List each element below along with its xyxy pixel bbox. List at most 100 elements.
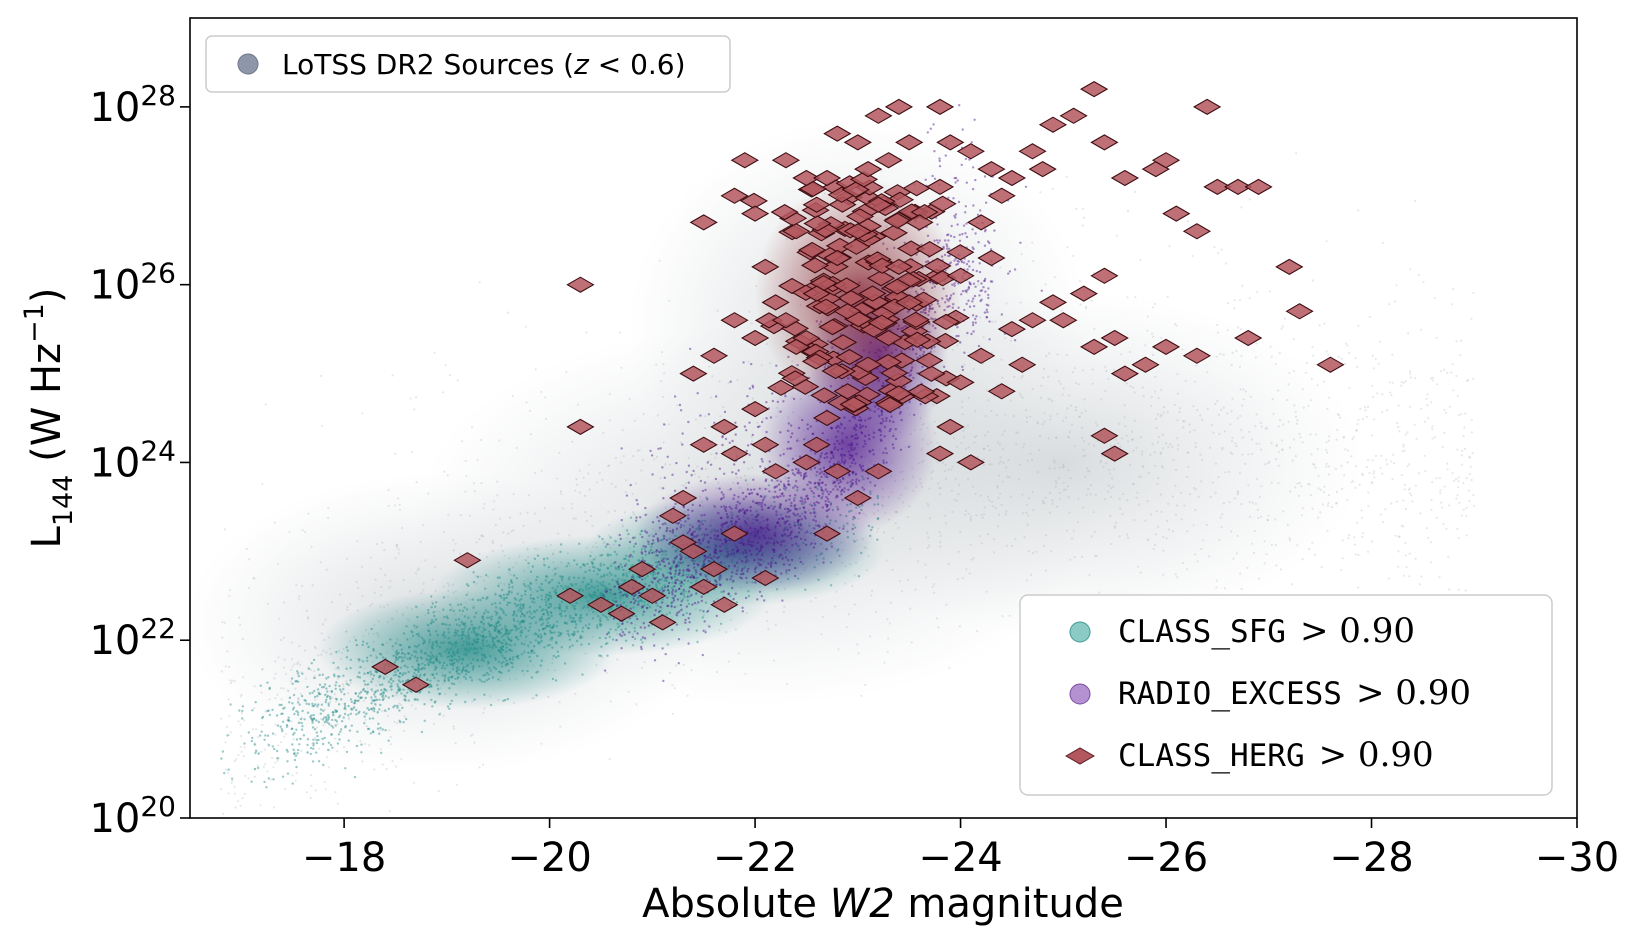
- sfg-source-dot: [266, 734, 270, 737]
- lotss-source-dot: [1256, 508, 1259, 511]
- lotss-source-dot: [1281, 448, 1284, 451]
- sfg-source-dot: [447, 679, 451, 682]
- sfg-source-dot: [570, 633, 574, 636]
- lotss-source-dot: [954, 477, 957, 480]
- lotss-source-dot: [1277, 425, 1280, 428]
- lotss-source-dot: [559, 725, 562, 728]
- sfg-source-dot: [654, 572, 657, 575]
- lotss-source-dot: [1108, 472, 1111, 475]
- lotss-source-dot: [625, 479, 628, 482]
- lotss-source-dot: [1351, 437, 1354, 441]
- sfg-source-dot: [297, 721, 301, 724]
- lotss-source-dot: [1073, 556, 1076, 559]
- lotss-source-dot: [1186, 220, 1190, 223]
- lotss-source-dot: [809, 600, 813, 603]
- sfg-source-dot: [561, 575, 565, 578]
- lotss-source-dot: [1090, 535, 1093, 538]
- sfg-source-dot: [415, 668, 418, 671]
- lotss-source-dot: [1088, 573, 1091, 577]
- sfg-source-dot: [485, 679, 488, 682]
- sfg-source-dot: [391, 694, 395, 698]
- lotss-source-dot: [1322, 491, 1325, 494]
- sfg-source-dot: [279, 725, 282, 728]
- lotss-source-dot: [769, 362, 772, 365]
- lotss-source-dot: [976, 456, 980, 459]
- sfg-source-dot: [548, 591, 552, 594]
- sfg-source-dot: [581, 589, 585, 592]
- lotss-source-dot: [1065, 175, 1068, 178]
- sfg-source-dot: [481, 634, 484, 638]
- lotss-source-dot: [530, 433, 533, 436]
- lotss-source-dot: [1197, 495, 1200, 498]
- sfg-source-dot: [378, 675, 381, 678]
- sfg-source-dot: [545, 593, 548, 596]
- lotss-source-dot: [1237, 326, 1240, 329]
- lotss-source-dot: [1022, 446, 1025, 449]
- lotss-source-dot: [988, 463, 991, 466]
- sfg-source-dot: [476, 651, 479, 654]
- lotss-source-dot: [1356, 521, 1359, 524]
- sfg-source-dot: [250, 739, 254, 743]
- lotss-source-dot: [748, 310, 751, 313]
- sfg-source-dot: [318, 683, 322, 686]
- lotss-source-dot: [1194, 488, 1197, 491]
- lotss-source-dot: [331, 696, 334, 699]
- lotss-source-dot: [1130, 430, 1133, 433]
- sfg-source-dot: [463, 622, 467, 625]
- lotss-source-dot: [693, 473, 696, 476]
- lotss-source-dot: [284, 673, 287, 676]
- sfg-source-dot: [611, 578, 614, 582]
- radio-excess-source-dot: [846, 481, 849, 484]
- sfg-source-dot: [625, 605, 628, 608]
- sfg-source-dot: [457, 675, 460, 679]
- lotss-source-dot: [314, 736, 317, 740]
- sfg-source-dot: [480, 658, 484, 662]
- sfg-source-dot: [387, 696, 390, 699]
- sfg-source-dot: [436, 633, 439, 637]
- lotss-source-dot: [1235, 552, 1238, 555]
- sfg-source-dot: [559, 575, 562, 578]
- lotss-source-dot: [512, 493, 515, 496]
- lotss-source-dot: [347, 716, 350, 720]
- lotss-source-dot: [325, 756, 329, 759]
- sfg-source-dot: [318, 673, 321, 677]
- lotss-source-dot: [439, 712, 442, 715]
- lotss-source-dot: [1315, 433, 1318, 436]
- lotss-source-dot: [1113, 525, 1116, 528]
- sfg-source-dot: [602, 584, 606, 588]
- lotss-source-dot: [1395, 284, 1398, 287]
- lotss-source-dot: [1240, 503, 1243, 506]
- sfg-source-dot: [488, 616, 491, 619]
- sfg-source-dot: [613, 550, 617, 554]
- sfg-source-dot: [367, 645, 370, 649]
- sfg-source-dot: [460, 634, 463, 637]
- sfg-source-dot: [478, 678, 482, 681]
- lotss-source-dot: [298, 645, 301, 648]
- lotss-source-dot: [975, 514, 978, 517]
- lotss-source-dot: [260, 691, 263, 694]
- sfg-source-dot: [435, 642, 438, 645]
- sfg-source-dot: [481, 616, 484, 619]
- sfg-source-dot: [451, 650, 455, 653]
- lotss-source-dot: [476, 458, 479, 461]
- sfg-source-dot: [312, 747, 315, 750]
- lotss-source-dot: [747, 467, 750, 470]
- sfg-source-dot: [311, 702, 314, 705]
- lotss-source-dot: [1300, 485, 1303, 488]
- lotss-source-dot: [1414, 199, 1417, 203]
- sfg-source-dot: [404, 679, 408, 683]
- sfg-source-dot: [458, 668, 461, 671]
- lotss-source-dot: [1451, 472, 1454, 475]
- lotss-source-dot: [239, 745, 242, 749]
- lotss-source-dot: [1160, 413, 1163, 416]
- lotss-source-dot: [1169, 443, 1172, 446]
- sfg-source-dot: [336, 742, 340, 745]
- sfg-source-dot: [575, 639, 579, 643]
- sfg-source-dot: [857, 575, 861, 578]
- lotss-source-dot: [1140, 475, 1143, 478]
- sfg-source-dot: [502, 598, 506, 602]
- lotss-source-dot: [951, 348, 954, 351]
- sfg-source-dot: [655, 583, 658, 586]
- sfg-source-dot: [322, 709, 325, 712]
- lotss-source-dot: [926, 502, 929, 505]
